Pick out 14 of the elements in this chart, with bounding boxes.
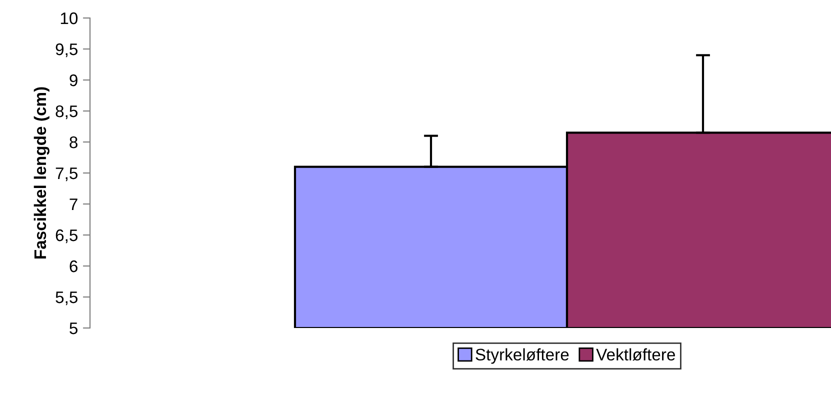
- y-tick-label: 7: [70, 198, 78, 210]
- y-tick-label: 5: [70, 322, 78, 334]
- legend-label: Vektløftere: [596, 348, 675, 361]
- y-tick-label: 7,5: [56, 168, 78, 182]
- y-tick-label: 6,5: [56, 229, 78, 244]
- y-tick-label: 8: [70, 136, 78, 148]
- y-tick-label: 5,5: [56, 292, 78, 306]
- legend-label: Styrkeløftere: [476, 348, 569, 364]
- y-tick-label: 9: [70, 74, 78, 86]
- y-tick-label: 9,5: [56, 43, 78, 58]
- y-axis-title: Fascikkel lengde (cm): [34, 87, 50, 258]
- y-tick-label: 8,5: [56, 105, 78, 120]
- y-tick-label: 6: [70, 260, 78, 272]
- y-tick-label: 10: [60, 12, 78, 24]
